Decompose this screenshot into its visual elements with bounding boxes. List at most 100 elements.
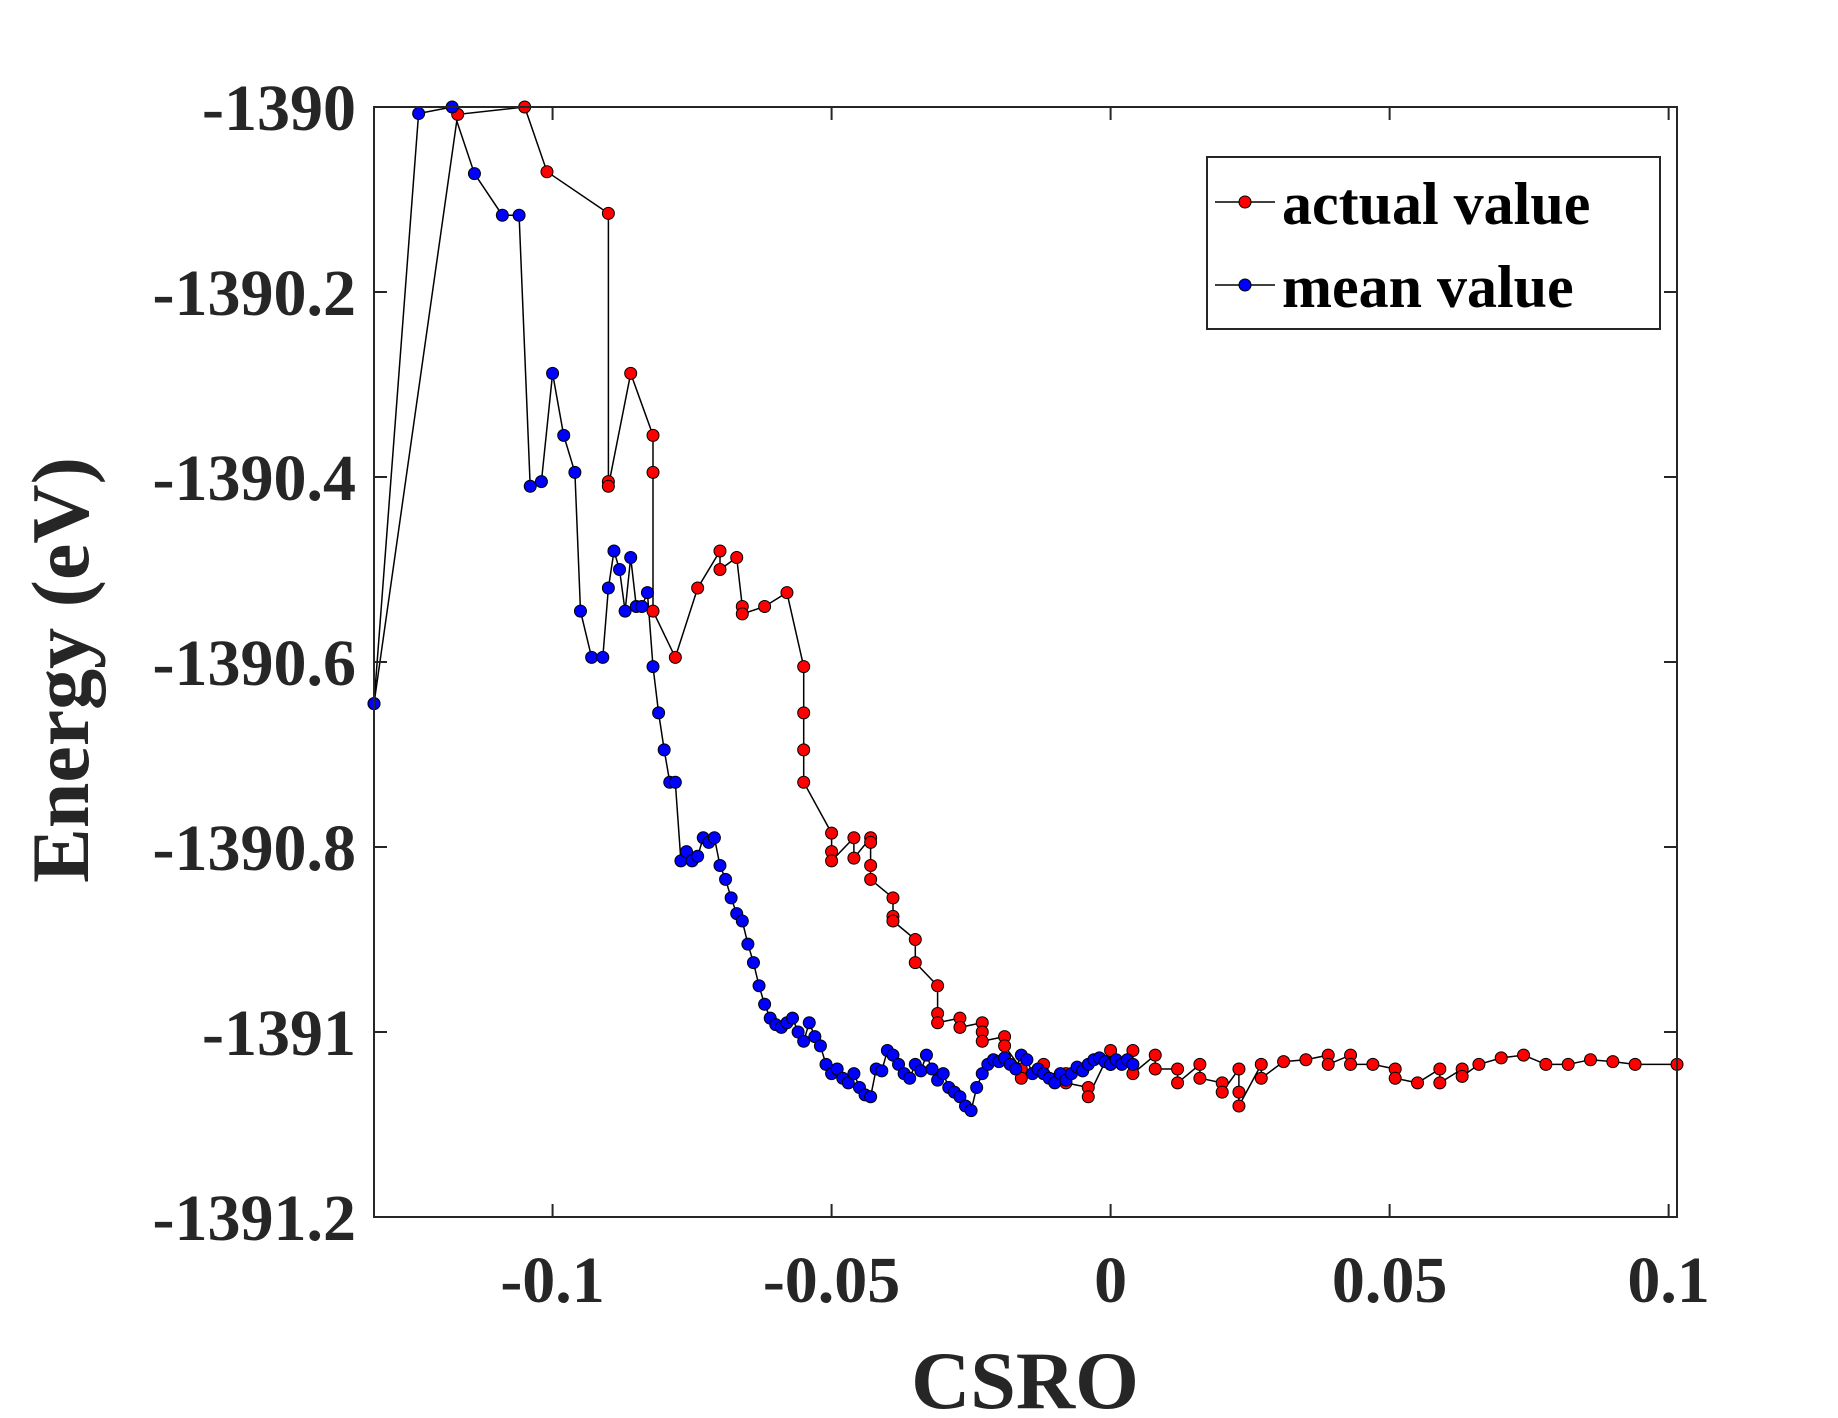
actual-value-point	[797, 743, 811, 757]
mean-value-point	[523, 479, 537, 493]
actual-value-point	[797, 775, 811, 789]
mean-value-point	[495, 208, 509, 222]
actual-value-point	[864, 872, 878, 886]
mean-value-point	[903, 1071, 917, 1085]
mean-value-point	[719, 872, 733, 886]
mean-value-point	[585, 650, 599, 664]
actual-value-point	[1215, 1085, 1229, 1099]
actual-value-point	[780, 586, 794, 600]
mean-value-point	[412, 106, 426, 120]
actual-value-point	[735, 607, 749, 621]
actual-value-point	[975, 1034, 989, 1048]
mean-value-point	[741, 937, 755, 951]
actual-value-point	[953, 1020, 967, 1034]
actual-value-point	[540, 165, 554, 179]
mean-value-point	[512, 208, 526, 222]
y-tick-label: -1390.6	[153, 627, 356, 700]
mean-value-point	[668, 775, 682, 789]
mean-value-point	[746, 956, 760, 970]
actual-value-point	[1148, 1048, 1162, 1062]
actual-value-point	[1193, 1071, 1207, 1085]
x-tick-label: -0.05	[763, 1244, 900, 1317]
mean-value-point	[1009, 1062, 1023, 1076]
actual-value-point	[691, 581, 705, 595]
mean-value-point	[1020, 1053, 1034, 1067]
mean-value-point	[847, 1067, 861, 1081]
actual-value-point	[908, 956, 922, 970]
mean-value-point	[964, 1104, 978, 1118]
mean-value-point	[864, 1090, 878, 1104]
actual-value-point	[847, 851, 861, 865]
actual-value-point	[1171, 1062, 1185, 1076]
mean-value-point	[786, 1011, 800, 1025]
mean-value-point	[735, 914, 749, 928]
y-axis-ticks	[374, 106, 1677, 1218]
actual-value-point	[886, 914, 900, 928]
actual-value-point	[1344, 1057, 1358, 1071]
actual-value-point	[1321, 1057, 1335, 1071]
actual-value-point	[1277, 1055, 1291, 1069]
legend-box	[1206, 156, 1661, 330]
actual-value-point	[1232, 1085, 1246, 1099]
mean-value-point	[573, 604, 587, 618]
actual-value-point	[1584, 1053, 1598, 1067]
actual-value-point	[1081, 1090, 1095, 1104]
actual-value-point	[1561, 1057, 1575, 1071]
mean-value-point	[936, 1067, 950, 1081]
actual-value-point	[825, 854, 839, 868]
x-tick-label: 0	[1094, 1244, 1127, 1317]
actual-value-point	[1232, 1062, 1246, 1076]
mean-value-point	[635, 600, 649, 613]
actual-value-point	[1411, 1076, 1425, 1090]
y-axis-tick-labels: -1390 -1390.2 -1390.4 -1390.6 -1390.8 -1391 -1…	[153, 72, 356, 1255]
actual-value-point	[646, 465, 660, 479]
legend-label-mean: mean value	[1282, 254, 1574, 320]
legend-label-actual: actual value	[1282, 171, 1590, 237]
mean-value-point	[652, 706, 666, 720]
actual-value-point	[730, 550, 744, 564]
actual-value-point	[668, 650, 682, 664]
actual-value-point	[1472, 1057, 1486, 1071]
actual-value-point	[864, 859, 878, 872]
actual-value-point	[713, 544, 727, 558]
actual-value-point	[601, 479, 615, 493]
legend-marker-actual	[1238, 195, 1252, 209]
actual-value-point	[825, 826, 839, 840]
series-markers	[367, 100, 1684, 1118]
mean-value-point	[925, 1062, 939, 1076]
actual-value-point	[1455, 1069, 1469, 1083]
x-axis-tick-labels: -0.1 -0.05 0 0.05 0.1	[500, 1244, 1710, 1317]
actual-value-point	[624, 366, 638, 380]
y-tick-label: -1391	[202, 997, 356, 1070]
x-axis-title: CSRO	[911, 1335, 1139, 1418]
y-tick-label: -1390	[202, 72, 356, 145]
mean-value-point	[724, 891, 738, 905]
mean-value-point	[646, 660, 660, 674]
actual-value-point	[886, 891, 900, 905]
actual-value-point	[1232, 1099, 1246, 1113]
actual-value-point	[1388, 1071, 1402, 1085]
mean-value-point	[568, 465, 582, 479]
actual-value-point	[1366, 1057, 1380, 1071]
mean-value-point	[596, 650, 610, 664]
actual-value-point	[864, 835, 878, 849]
actual-value-point	[601, 206, 615, 220]
mean-value-point	[970, 1081, 984, 1094]
mean-value-point	[713, 859, 727, 872]
y-tick-label: -1390.8	[153, 812, 356, 885]
legend-marker-mean	[1238, 278, 1252, 292]
mean-value-point	[707, 831, 721, 845]
actual-value-point	[758, 600, 772, 613]
actual-value-point	[713, 563, 727, 576]
mean-value-point	[618, 604, 632, 618]
mean-value-point	[624, 550, 638, 564]
mean-value-point	[797, 1034, 811, 1048]
actual-value-point	[1517, 1048, 1531, 1062]
x-tick-label: -0.1	[500, 1244, 604, 1317]
actual-value-point	[1494, 1051, 1508, 1065]
mean-value-point	[875, 1064, 889, 1078]
actual-value-point	[646, 428, 660, 442]
mean-value-point	[607, 544, 621, 558]
mean-value-point	[557, 428, 571, 442]
